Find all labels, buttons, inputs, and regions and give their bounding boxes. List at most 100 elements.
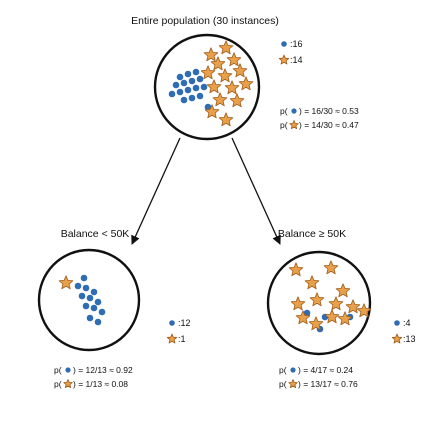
edge-to-right-arrow: [231, 137, 281, 245]
right-star-count: :13: [403, 334, 416, 344]
root-prob-dot-prefix: p(: [280, 106, 288, 116]
orange-star-icon: [226, 52, 242, 67]
root-node: Entire population (30 instances) :16 :14…: [131, 15, 359, 141]
left-dots-group: [74, 274, 106, 326]
orange-star-icon: [217, 68, 233, 83]
blue-dot-icon: [196, 92, 204, 100]
left-split-label: Balance < 50K: [61, 228, 130, 240]
blue-dot-icon: [291, 108, 297, 114]
right-probabilities: p( ) = 4/17 ≈ 0.24 p( ) = 13/17 ≈ 0.76: [279, 365, 358, 389]
blue-dot-icon: [394, 320, 400, 326]
left-legend: :12 :1: [166, 318, 191, 344]
blue-dot-icon: [65, 367, 71, 373]
orange-star-icon: [63, 379, 73, 389]
blue-dot-icon: [82, 284, 90, 292]
blue-dot-icon: [180, 79, 188, 87]
left-star-count: :1: [178, 334, 186, 344]
right-node: Balance ≥ 50K :4 :13 p( ) = 4/17 ≈ 0.24 …: [266, 228, 416, 389]
blue-dot-icon: [200, 83, 208, 91]
blue-dot-icon: [180, 96, 188, 104]
orange-star-icon: [295, 310, 311, 325]
orange-star-icon: [224, 80, 240, 95]
left-dot-count: :12: [178, 318, 191, 328]
orange-star-icon: [288, 379, 298, 389]
left-prob-star: ) = 1/13 ≈ 0.08: [73, 379, 128, 389]
orange-star-icon: [204, 104, 220, 119]
orange-star-icon: [212, 92, 228, 107]
blue-dot-icon: [196, 75, 204, 83]
blue-dot-icon: [172, 81, 180, 89]
blue-dot-icon: [281, 41, 287, 47]
right-prob-dot: ) = 4/17 ≈ 0.24: [298, 365, 353, 375]
blue-dot-icon: [303, 309, 311, 317]
root-probabilities: p( ) = 16/30 ≈ 0.53 p( ) = 14/30 ≈ 0.47: [280, 106, 359, 130]
right-prob-star-prefix: p(: [279, 379, 287, 389]
orange-star-icon: [278, 54, 290, 65]
orange-star-icon: [391, 333, 403, 344]
root-dot-count: :16: [290, 39, 303, 49]
orange-star-icon: [345, 299, 361, 314]
root-star-count: :14: [290, 55, 303, 65]
left-node: Balance < 50K :12 :1 p( ) = 12/13 ≈ 0.92…: [37, 228, 191, 389]
orange-star-icon: [308, 316, 324, 331]
edge-to-left-arrow: [131, 137, 181, 245]
blue-dot-icon: [86, 314, 94, 322]
orange-star-icon: [289, 120, 299, 130]
blue-dot-icon: [192, 84, 200, 92]
right-legend: :4 :13: [391, 318, 416, 344]
orange-star-icon: [206, 79, 222, 94]
orange-star-icon: [328, 296, 344, 311]
blue-dot-icon: [90, 288, 98, 296]
orange-star-icon: [337, 311, 353, 326]
orange-star-icon: [229, 93, 245, 108]
blue-dot-icon: [184, 70, 192, 78]
orange-star-icon: [391, 333, 403, 344]
right-split-label: Balance ≥ 50K: [278, 228, 346, 240]
blue-dot-icon: [90, 304, 98, 312]
orange-star-icon: [356, 303, 372, 318]
orange-star-icon: [290, 296, 306, 311]
blue-dot-icon: [184, 86, 192, 94]
orange-star-icon: [288, 379, 298, 389]
orange-star-icon: [58, 275, 74, 290]
blue-dot-icon: [82, 302, 90, 310]
blue-dot-icon: [86, 294, 94, 302]
root-prob-star: ) = 14/30 ≈ 0.47: [299, 120, 359, 130]
blue-dot-icon: [188, 94, 196, 102]
orange-star-icon: [323, 260, 339, 275]
root-dots-group: [168, 68, 212, 111]
blue-dot-icon: [176, 73, 184, 81]
left-prob-dot: ) = 12/13 ≈ 0.92: [73, 365, 133, 375]
left-probabilities: p( ) = 12/13 ≈ 0.92 p( ) = 1/13 ≈ 0.08: [54, 365, 133, 389]
root-title: Entire population (30 instances): [131, 15, 279, 27]
blue-dot-icon: [204, 103, 212, 111]
right-prob-dot-prefix: p(: [279, 365, 287, 375]
orange-star-icon: [238, 76, 254, 91]
orange-star-icon: [232, 63, 248, 78]
left-stars-group: [58, 275, 74, 290]
blue-dot-icon: [290, 367, 296, 373]
right-prob-star: ) = 13/17 ≈ 0.76: [298, 379, 358, 389]
orange-star-icon: [63, 379, 73, 389]
orange-star-icon: [309, 292, 325, 307]
orange-star-icon: [166, 333, 178, 344]
blue-dot-icon: [98, 308, 106, 316]
orange-star-icon: [324, 309, 340, 324]
orange-star-icon: [218, 40, 234, 55]
orange-star-icon: [200, 65, 216, 80]
orange-star-icon: [335, 283, 351, 298]
right-dot-count: :4: [403, 318, 411, 328]
root-stars-group: [200, 40, 254, 127]
blue-dot-icon: [176, 88, 184, 96]
left-prob-dot-prefix: p(: [54, 365, 62, 375]
blue-dot-icon: [168, 90, 176, 98]
blue-dot-icon: [78, 292, 86, 300]
blue-dot-icon: [94, 298, 102, 306]
orange-star-icon: [304, 275, 320, 290]
right-stars-group: [288, 260, 372, 331]
orange-star-icon: [218, 112, 234, 127]
orange-star-icon: [166, 333, 178, 344]
root-prob-star-prefix: p(: [280, 120, 288, 130]
orange-star-icon: [210, 56, 226, 71]
